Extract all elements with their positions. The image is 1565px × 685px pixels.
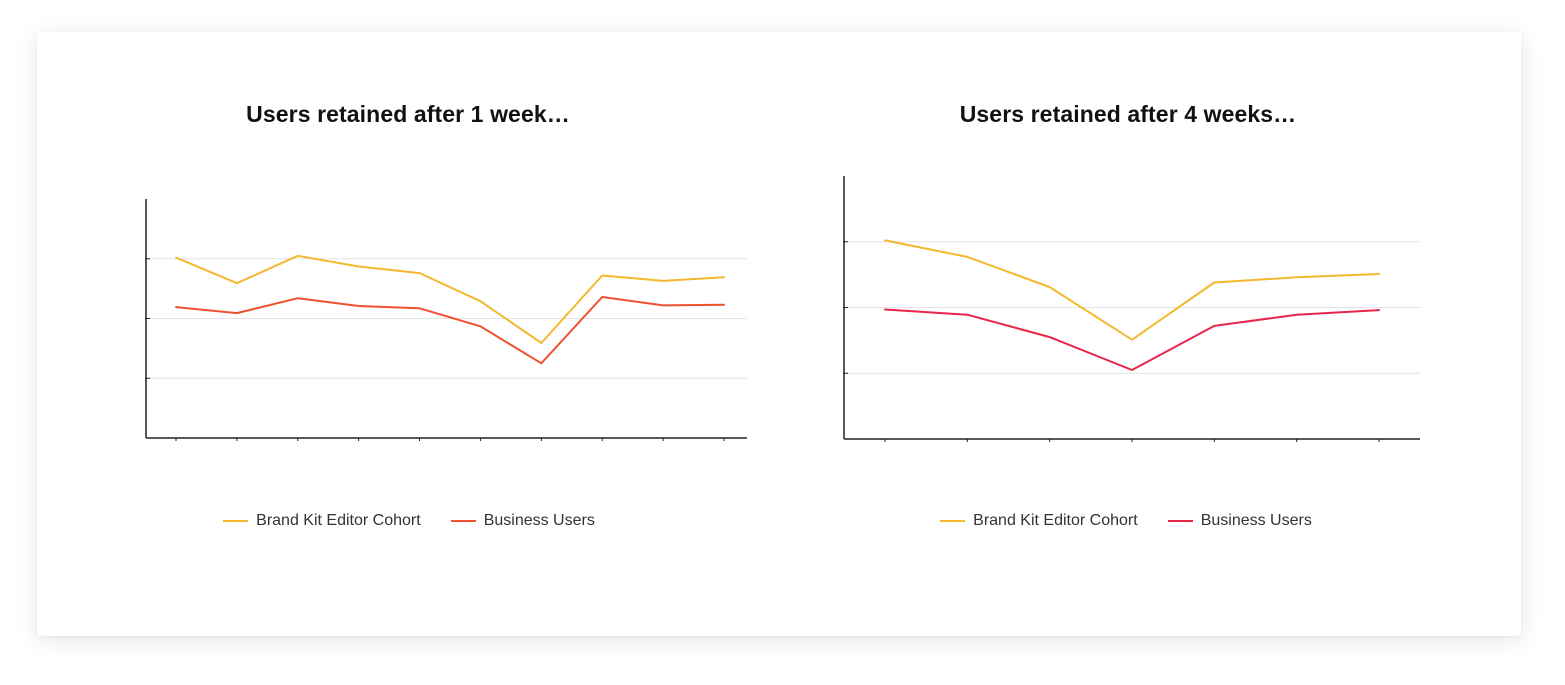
legend-swatch-business-users [450, 520, 476, 522]
legend-label: Business Users [483, 512, 595, 529]
legend-label: Business Users [1200, 512, 1312, 529]
chart-title: Users retained after 4 weeks… [959, 101, 1297, 127]
legend-item-business-users[interactable]: Business Users [450, 512, 595, 530]
series-line-business-users [884, 308, 1380, 371]
legend-label: Brand Kit Editor Cohort [973, 512, 1138, 529]
chart-panel-4-weeks: Users retained after 4 weeks… Brand Kit … [757, 32, 1499, 636]
legend-swatch-brand-kit [940, 520, 966, 522]
line-chart-1-week [145, 199, 747, 441]
legend-item-brand-kit[interactable]: Brand Kit Editor Cohort [940, 512, 1138, 530]
series-line-business-users [175, 296, 725, 365]
chart-title: Users retained after 1 week… [246, 101, 570, 127]
legend-swatch-brand-kit [223, 520, 249, 522]
legend-item-brand-kit[interactable]: Brand Kit Editor Cohort [223, 512, 421, 530]
legend-label: Brand Kit Editor Cohort [256, 512, 421, 529]
series-line-brand-kit-editor-cohort [175, 254, 725, 344]
line-chart-4-weeks [843, 176, 1420, 442]
dashboard-card: Users retained after 1 week… Brand Kit E… [37, 32, 1521, 636]
chart-legend: Brand Kit Editor Cohort Business Users [39, 512, 779, 530]
legend-swatch-business-users [1167, 520, 1193, 522]
chart-panel-1-week: Users retained after 1 week… Brand Kit E… [37, 32, 779, 636]
chart-legend: Brand Kit Editor Cohort Business Users [753, 512, 1499, 530]
legend-item-business-users[interactable]: Business Users [1167, 512, 1312, 530]
series-line-brand-kit-editor-cohort [884, 239, 1380, 341]
